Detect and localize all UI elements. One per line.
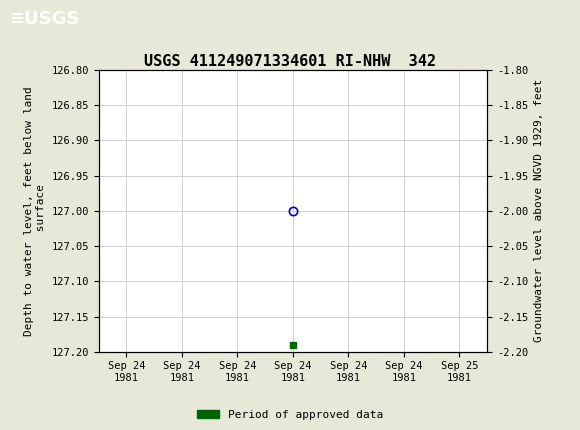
- Y-axis label: Groundwater level above NGVD 1929, feet: Groundwater level above NGVD 1929, feet: [534, 79, 543, 343]
- Y-axis label: Depth to water level, feet below land
 surface: Depth to water level, feet below land su…: [24, 86, 46, 336]
- Legend: Period of approved data: Period of approved data: [193, 405, 387, 424]
- Text: USGS 411249071334601 RI-NHW  342: USGS 411249071334601 RI-NHW 342: [144, 54, 436, 69]
- Text: ≡USGS: ≡USGS: [9, 10, 79, 28]
